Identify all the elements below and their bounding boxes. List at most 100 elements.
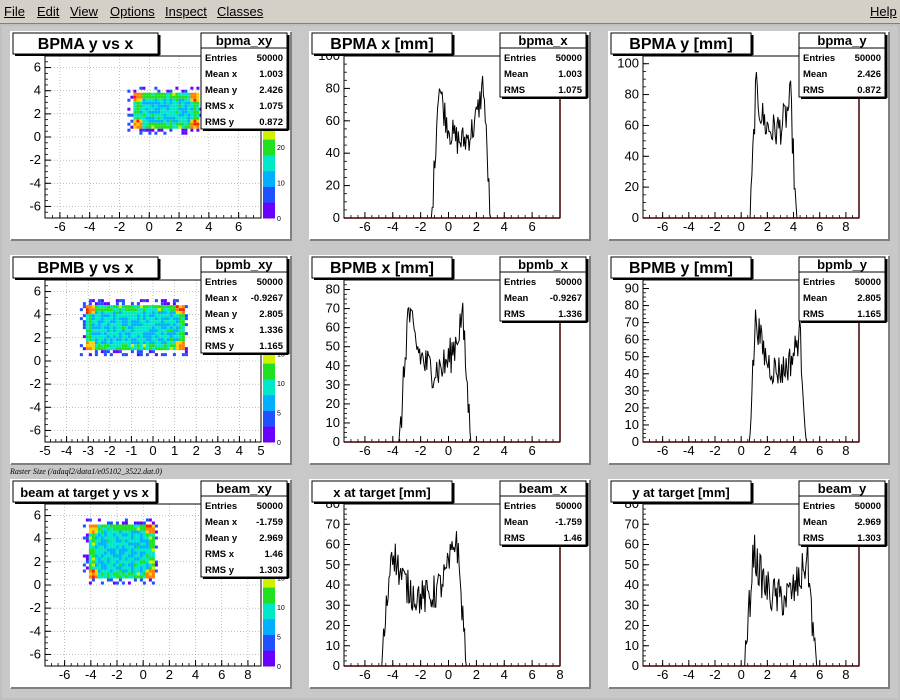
heatmap-cell xyxy=(166,95,170,99)
heatmap-cell xyxy=(148,557,152,561)
y-tick-label: -2 xyxy=(29,152,41,167)
heatmap-cell xyxy=(163,104,167,108)
heatmap-cell xyxy=(100,527,104,531)
heatmap-cell xyxy=(115,545,119,549)
heatmap-cell xyxy=(142,536,146,540)
heatmap-cell xyxy=(97,329,101,333)
heatmap-cell xyxy=(148,308,152,312)
pad-beam_x[interactable]: -6-4-20246801020304050607080x at target … xyxy=(309,479,591,689)
heatmap-cell xyxy=(193,95,197,99)
menu-options[interactable]: Options xyxy=(110,4,155,19)
heatmap-cell xyxy=(106,536,110,540)
heatmap-cell xyxy=(151,119,155,123)
menu-classes[interactable]: Classes xyxy=(217,4,264,19)
heatmap-cell xyxy=(166,305,170,309)
heatmap-cell xyxy=(157,110,161,114)
y-tick-label: 0 xyxy=(333,658,340,673)
heatmap-cell xyxy=(97,305,101,309)
heatmap-cell xyxy=(178,305,182,309)
heatmap-cell xyxy=(136,350,140,354)
heatmap-cell xyxy=(106,332,110,336)
heatmap-cell xyxy=(133,539,137,543)
heatmap-cell xyxy=(151,323,155,327)
x-tick-label: 4 xyxy=(205,219,212,234)
heatmap-cell xyxy=(139,521,143,525)
pad-beam_y[interactable]: -6-4-20246801020304050607080y at target … xyxy=(608,479,890,689)
heatmap-cell xyxy=(115,572,119,576)
heatmap-cell xyxy=(160,347,164,351)
heatmap-cell xyxy=(163,113,167,117)
heatmap-cell xyxy=(145,317,149,321)
stats-box-bg xyxy=(798,32,886,98)
stats-name: beam_x xyxy=(519,481,568,496)
y-tick-label: 60 xyxy=(326,320,340,335)
heatmap-cell xyxy=(115,527,119,531)
stats-box-bg xyxy=(798,256,886,322)
heatmap-cell xyxy=(103,536,107,540)
chart-title: BPMB y [mm] xyxy=(629,260,733,277)
heatmap-cell xyxy=(190,110,194,114)
heatmap-cell xyxy=(169,98,173,102)
heatmap-cell xyxy=(91,329,95,333)
pad-bpma_x[interactable]: -6-4-20246020406080100BPMA x [mm]bpma_xE… xyxy=(309,31,591,241)
heatmap-cell xyxy=(139,539,143,543)
heatmap-cell xyxy=(100,572,104,576)
heatmap-cell xyxy=(109,563,113,567)
y-tick-label: 70 xyxy=(625,516,639,531)
color-scale-band xyxy=(263,650,275,667)
heatmap-cell xyxy=(163,332,167,336)
x-tick-label: -4 xyxy=(387,443,399,458)
heatmap-cell xyxy=(151,116,155,120)
x-tick-label: 2 xyxy=(473,443,480,458)
menu-help[interactable]: Help xyxy=(870,4,897,19)
heatmap-cell xyxy=(121,530,125,534)
heatmap-cell xyxy=(85,347,89,351)
heatmap-cell xyxy=(163,95,167,99)
heatmap-cell xyxy=(148,332,152,336)
heatmap-cell xyxy=(166,323,170,327)
stats-value: 50000 xyxy=(257,277,283,288)
heatmap-cell xyxy=(112,554,116,558)
heatmap-cell xyxy=(169,332,173,336)
heatmap-cell xyxy=(139,119,143,123)
heatmap-cell xyxy=(130,344,134,348)
heatmap-cell xyxy=(88,569,92,573)
heatmap-cell xyxy=(136,326,140,330)
heatmap-cell xyxy=(124,521,128,525)
menu-edit[interactable]: Edit xyxy=(37,4,60,19)
menu-inspect[interactable]: Inspect xyxy=(165,4,207,19)
menu-bar: File Edit View Options Inspect Classes H… xyxy=(0,0,900,24)
heatmap-cell xyxy=(109,308,113,312)
menu-file[interactable]: File xyxy=(4,4,25,19)
x-tick-label: -2 xyxy=(415,667,427,682)
heatmap-cell xyxy=(121,554,125,558)
heatmap-cell xyxy=(91,344,95,348)
y-tick-label: 40 xyxy=(326,358,340,373)
heatmap-cell xyxy=(178,341,182,345)
heatmap-cell xyxy=(106,341,110,345)
heatmap-cell xyxy=(127,524,131,528)
heatmap-cell xyxy=(172,110,176,114)
chart-title: BPMA x [mm] xyxy=(330,36,433,53)
heatmap-cell xyxy=(136,545,140,549)
menu-view[interactable]: View xyxy=(70,4,98,19)
heatmap-cell xyxy=(163,329,167,333)
heatmap-cell xyxy=(157,95,161,99)
heatmap-cell xyxy=(157,338,161,342)
heatmap-cell xyxy=(178,308,182,312)
heatmap-cell xyxy=(106,314,110,318)
heatmap-cell xyxy=(175,329,179,333)
stats-key: RMS y xyxy=(205,341,235,352)
heatmap-cell xyxy=(133,335,137,339)
heatmap-cell xyxy=(94,350,98,354)
heatmap-cell xyxy=(157,329,161,333)
heatmap-cell xyxy=(154,125,158,129)
heatmap-cell xyxy=(115,575,119,579)
